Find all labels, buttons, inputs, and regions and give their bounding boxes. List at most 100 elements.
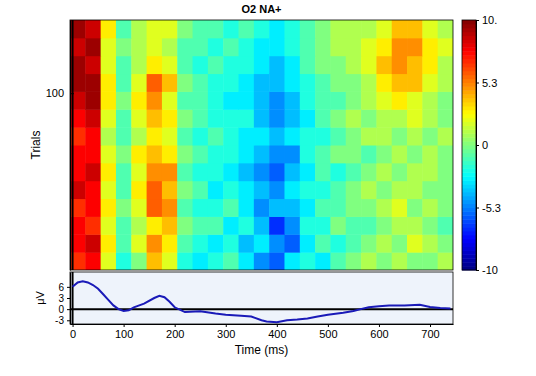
y-axis: 100 bbox=[46, 21, 74, 271]
heatmap-cell bbox=[254, 91, 270, 109]
colorbar-step bbox=[462, 67, 476, 71]
heatmap-cell bbox=[315, 127, 331, 145]
heatmap-cell bbox=[239, 127, 255, 145]
heatmap-cell bbox=[392, 181, 408, 199]
heatmap-cell bbox=[438, 163, 453, 181]
colorbar-step bbox=[462, 55, 476, 59]
tick-label: 300 bbox=[217, 328, 235, 340]
colorbar-step bbox=[462, 208, 476, 212]
heatmap-cell bbox=[85, 74, 101, 92]
heatmap-cell bbox=[330, 38, 346, 56]
heatmap-cell bbox=[300, 252, 316, 270]
heatmap-cell bbox=[392, 91, 408, 109]
heatmap-cell bbox=[239, 38, 255, 56]
heatmap-cell bbox=[407, 109, 423, 127]
colorbar-step bbox=[462, 235, 476, 239]
heatmap-cell bbox=[407, 181, 423, 199]
heatmap-cell bbox=[193, 38, 209, 56]
tick: 5.3 bbox=[476, 77, 497, 89]
heatmap-cell bbox=[376, 252, 392, 270]
heatmap-cell bbox=[162, 56, 178, 74]
tick-mark bbox=[73, 324, 74, 327]
heatmap-cell bbox=[223, 216, 239, 234]
heatmap-cell bbox=[85, 38, 101, 56]
heatmap-cell bbox=[361, 74, 377, 92]
heatmap-cell bbox=[407, 74, 423, 92]
heatmap-cell bbox=[116, 109, 132, 127]
heatmap-cell bbox=[208, 199, 224, 217]
colorbar-step bbox=[462, 20, 476, 24]
heatmap-cell bbox=[315, 163, 331, 181]
heatmap-cell bbox=[284, 20, 300, 38]
tick: 0 bbox=[58, 304, 70, 315]
heatmap-cell bbox=[177, 20, 193, 38]
heatmap-cell bbox=[101, 252, 117, 270]
heatmap-cell bbox=[177, 234, 193, 252]
heatmap-cell bbox=[193, 199, 209, 217]
heatmap-cell bbox=[269, 199, 285, 217]
tick-label: 3 bbox=[58, 293, 64, 304]
colorbar-step bbox=[462, 247, 476, 251]
heatmap-cell bbox=[85, 216, 101, 234]
heatmap-cell bbox=[422, 234, 438, 252]
heatmap-cell bbox=[269, 74, 285, 92]
heatmap-cell bbox=[254, 109, 270, 127]
heatmap-cell bbox=[177, 199, 193, 217]
heatmap-cell bbox=[101, 199, 117, 217]
heatmap-cell bbox=[101, 38, 117, 56]
heatmap-cell bbox=[300, 216, 316, 234]
heatmap-cell bbox=[300, 109, 316, 127]
colorbar-frame bbox=[462, 20, 476, 270]
tick: 0 bbox=[476, 139, 488, 151]
heatmap-cell bbox=[269, 91, 285, 109]
heatmap-cell bbox=[101, 127, 117, 145]
heatmap-cell bbox=[239, 181, 255, 199]
heatmap-cell bbox=[376, 199, 392, 217]
heatmap-cell bbox=[147, 234, 163, 252]
heatmap-cell bbox=[315, 252, 331, 270]
heatmap-cell bbox=[315, 109, 331, 127]
heatmap-cell bbox=[193, 91, 209, 109]
tick: 400 bbox=[268, 324, 286, 340]
heatmap-cell bbox=[116, 74, 132, 92]
heatmap-cell bbox=[208, 163, 224, 181]
heatmap-cell bbox=[193, 252, 209, 270]
colorbar-step bbox=[462, 43, 476, 47]
tick-label: 0 bbox=[70, 328, 76, 340]
colorbar-step bbox=[462, 161, 476, 165]
heatmap-cell bbox=[131, 74, 147, 92]
heatmap-cell bbox=[300, 163, 316, 181]
colorbar-step bbox=[462, 204, 476, 208]
heatmap-cell bbox=[438, 199, 453, 217]
axis-line bbox=[71, 324, 454, 325]
heatmap-cell bbox=[300, 234, 316, 252]
heatmap-cell bbox=[438, 74, 453, 92]
tick-mark bbox=[379, 324, 380, 327]
heatmap-cell bbox=[177, 38, 193, 56]
colorbar-step bbox=[462, 223, 476, 227]
heatmap-cell bbox=[392, 234, 408, 252]
heatmap-cell bbox=[85, 56, 101, 74]
heatmap-cell bbox=[193, 109, 209, 127]
heatmap-cell bbox=[239, 56, 255, 74]
heatmap-cell bbox=[407, 252, 423, 270]
heatmap-cell bbox=[85, 199, 101, 217]
heatmap-cell bbox=[223, 109, 239, 127]
tick: 100 bbox=[115, 324, 133, 340]
heatmap-cell bbox=[254, 38, 270, 56]
heatmap-cell bbox=[300, 20, 316, 38]
heatmap-cell bbox=[85, 145, 101, 163]
heatmap-cell bbox=[300, 38, 316, 56]
colorbar-step bbox=[462, 129, 476, 133]
tick: 0 bbox=[70, 324, 76, 340]
heatmap-cell bbox=[85, 20, 101, 38]
heatmap-cell bbox=[208, 234, 224, 252]
heatmap-cell bbox=[315, 20, 331, 38]
heatmap-cell bbox=[376, 145, 392, 163]
heatmap-cell bbox=[239, 145, 255, 163]
heatmap-cell bbox=[438, 109, 453, 127]
tick: 500 bbox=[319, 324, 337, 340]
heatmap-cell bbox=[346, 181, 362, 199]
colorbar-step bbox=[462, 262, 476, 266]
tick-mark bbox=[175, 324, 176, 327]
